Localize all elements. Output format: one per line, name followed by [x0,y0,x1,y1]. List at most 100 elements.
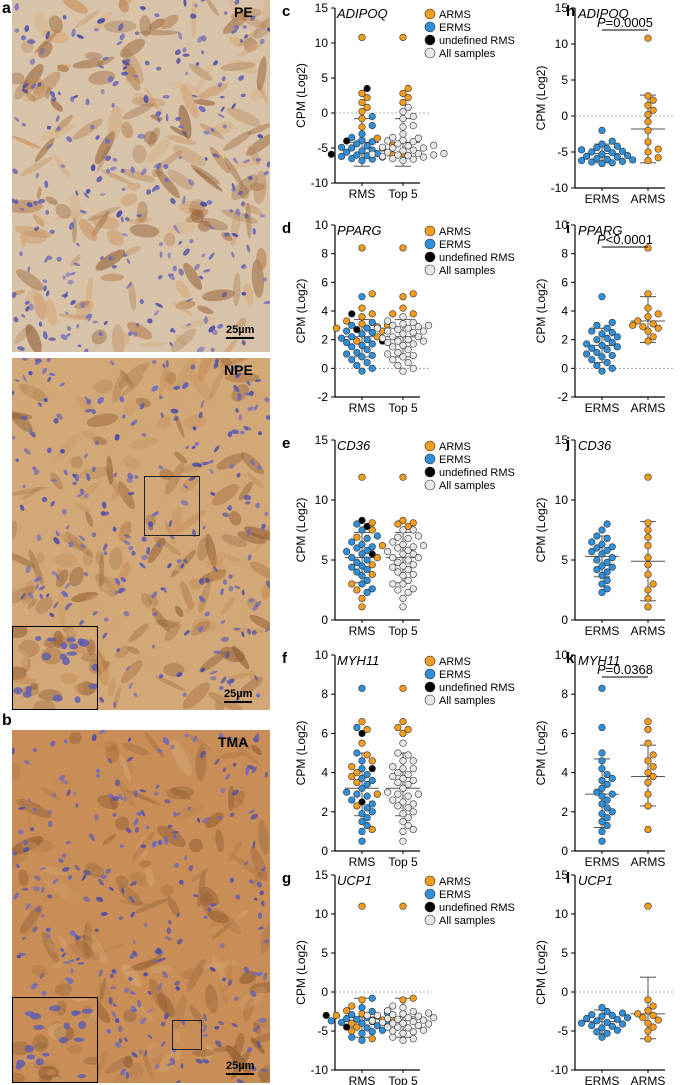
data-point [378,143,387,151]
data-point [358,1019,366,1027]
category-label: RMS [349,855,376,869]
data-point [353,520,361,528]
data-point [358,594,366,603]
data-point [384,338,392,347]
y-tick-label: 10 [315,907,329,921]
data-point [399,244,407,252]
data-point [348,310,356,318]
data-point [358,817,366,826]
data-point [353,361,361,370]
legend-marker [424,466,436,478]
data-point [583,152,591,160]
data-point [404,346,412,354]
data-point [353,533,361,541]
data-point [394,140,402,148]
data-point [348,1027,356,1035]
y-tick-label: 5 [321,553,328,567]
data-point [363,324,371,332]
data-point [384,137,392,145]
data-point [598,817,606,826]
data-point [593,544,601,552]
data-point [598,800,606,808]
data-point [649,763,657,771]
category-label: Top 5 [388,187,418,201]
panel-letter-a: a [2,0,11,17]
y-tick-label: 0 [561,361,568,375]
y-tick-label: 8 [321,247,328,261]
data-point [358,729,366,738]
data-point [583,350,591,358]
legend-marker [424,668,436,680]
data-point [399,594,407,603]
data-point [394,533,402,541]
data-point [409,1018,417,1026]
data-point [603,576,611,585]
data-point [358,580,366,588]
panel-letter-j: j [565,435,570,452]
data-point [337,152,346,160]
data-point [419,337,428,345]
data-point [337,334,346,342]
data-point [577,1019,586,1027]
data-point [394,544,402,552]
data-point [394,1015,402,1023]
data-point [363,780,371,788]
data-point [358,136,366,144]
y-tick-label: 5 [321,71,328,85]
data-point [603,585,611,593]
data-point [404,522,412,531]
y-tick-label: 8 [561,247,568,261]
data-point [399,603,407,611]
data-point [603,520,611,528]
data-point [368,800,376,808]
data-point [389,321,397,329]
data-point [368,138,376,146]
data-point [593,144,601,152]
data-point [399,540,407,549]
legend-label: All samples [439,480,496,492]
y-tick-label: 0 [321,844,328,858]
data-point [593,565,601,574]
data-point [588,344,596,352]
category-label: Top 5 [388,624,418,638]
data-point [399,114,407,123]
data-point [644,337,652,345]
data-point [654,145,662,153]
data-point [394,568,402,576]
data-point [358,765,366,773]
data-point [644,768,652,777]
data-point [588,158,596,166]
data-point [603,821,611,830]
data-point [368,150,376,158]
data-point [404,770,412,779]
data-point [593,556,601,564]
data-point [384,317,392,325]
data-point [358,739,366,747]
gene-label: UCP1 [578,873,613,888]
data-point [644,304,652,312]
data-point [343,350,351,358]
data-point [598,341,606,350]
legend-marker [424,225,436,237]
data-point [598,827,606,836]
gene-label: PPARG [337,223,382,238]
data-point [644,570,652,579]
data-point [399,580,407,588]
data-point [409,757,417,765]
data-point [644,1007,652,1015]
data-point [399,123,407,131]
data-point [399,293,407,301]
data-point [399,353,407,361]
y-tick-label: 0 [321,613,328,627]
data-point [368,757,376,765]
data-point [588,538,596,546]
y-axis-label: CPM (Log2) [534,940,548,1005]
data-point [430,141,438,149]
data-point [348,1002,356,1010]
data-point [644,1035,652,1043]
data-point [358,313,366,321]
data-point [644,1027,652,1035]
data-point [404,814,412,822]
data-point [593,154,601,163]
